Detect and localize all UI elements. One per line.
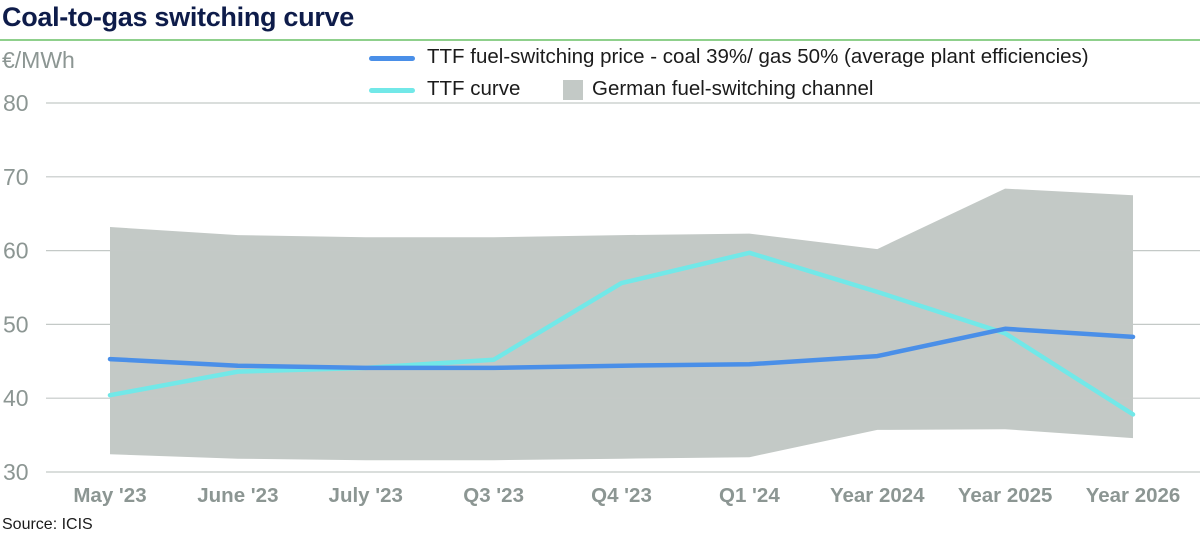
x-tick-label: Q3 '23 [463, 484, 524, 507]
x-tick-label: Year 2024 [830, 484, 925, 507]
series-line-switch-price [107, 326, 1136, 371]
legend-swatch-channel [563, 80, 583, 100]
y-tick-label: 70 [3, 164, 29, 190]
x-tick-label: May '23 [73, 484, 146, 507]
y-tick-label: 80 [3, 90, 29, 116]
legend-label-switch-price: TTF fuel-switching price - coal 39%/ gas… [427, 45, 1089, 68]
legend-swatch-switch-price [369, 56, 415, 61]
title-divider [0, 39, 1200, 41]
legend-label-ttf-curve: TTF curve [427, 77, 521, 100]
y-tick-label: 60 [3, 238, 29, 264]
y-tick-label: 50 [3, 311, 29, 337]
chart-title: Coal-to-gas switching curve [2, 2, 354, 32]
source-note: Source: ICIS [2, 516, 93, 533]
x-tick-label: Q4 '23 [591, 484, 652, 507]
legend-swatch-ttf-curve [369, 88, 415, 93]
x-tick-label: Year 2025 [958, 484, 1053, 507]
y-tick-label: 40 [3, 385, 29, 411]
series-line-ttf-curve [107, 250, 1136, 417]
x-tick-label: Year 2026 [1086, 484, 1181, 507]
y-axis-unit-label: €/MWh [2, 47, 75, 73]
x-tick-label: July '23 [329, 484, 403, 507]
x-tick-label: Q1 '24 [719, 484, 780, 507]
y-tick-label: 30 [3, 459, 29, 485]
x-tick-label: June '23 [197, 484, 278, 507]
legend-label-channel: German fuel-switching channel [592, 77, 874, 100]
